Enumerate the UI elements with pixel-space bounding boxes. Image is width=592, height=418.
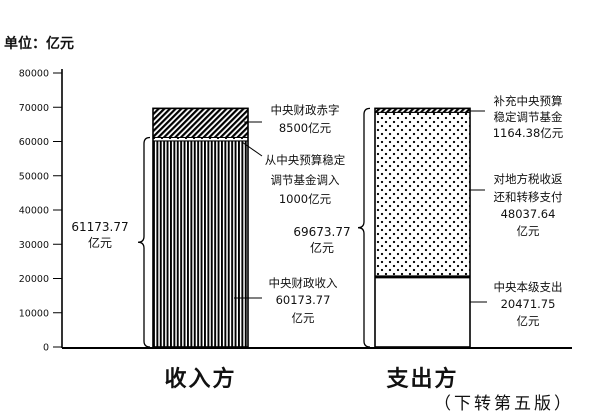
bar-segment <box>374 276 471 348</box>
continuation-note: （下转第五版） <box>434 394 574 414</box>
segment-label: 调节基金调入 <box>271 173 340 187</box>
bar-outline <box>152 107 249 348</box>
y-tick-label: 0 <box>43 343 49 354</box>
leader-line <box>241 141 263 157</box>
category-label: 收入方 <box>164 366 236 392</box>
total-brace <box>137 136 151 348</box>
y-tick-label: 60000 <box>19 137 49 148</box>
segment-label: 48037.64 <box>501 207 556 221</box>
segment-label: 中央本级支出 <box>494 280 563 294</box>
total-label: 61173.77 <box>71 220 128 234</box>
segment-label: 稳定调节基金 <box>494 110 563 124</box>
segment-label: 亿元 <box>517 314 540 328</box>
y-tick-label: 10000 <box>19 308 49 319</box>
bar-segment <box>152 107 249 138</box>
segment-label: 20471.75 <box>501 297 556 311</box>
bar-segment <box>152 136 249 142</box>
total-brace <box>357 107 371 348</box>
y-tick-label: 30000 <box>19 240 49 251</box>
segment-label: 60173.77 <box>276 293 331 307</box>
total-label: 69673.77 <box>293 225 350 239</box>
y-tick-label: 70000 <box>19 103 49 114</box>
y-tick-label: 50000 <box>19 171 49 182</box>
segment-label: 中央财政赤字 <box>271 103 340 117</box>
segment-label: 1164.38亿元 <box>493 126 564 140</box>
segment-label: 还和转移支付 <box>494 190 563 204</box>
bar-segment <box>152 140 249 348</box>
y-axis-unit-label: 单位：亿元 <box>4 35 74 52</box>
total-label: 亿元 <box>310 240 334 255</box>
bar-segment <box>374 111 471 278</box>
segment-label: 从中央预算稳定 <box>265 153 346 167</box>
segment-label: 1000亿元 <box>279 192 332 206</box>
segment-label: 对地方税收返 <box>494 172 563 186</box>
category-label: 支出方 <box>386 366 458 392</box>
segment-label: 亿元 <box>517 224 540 238</box>
segment-label: 亿元 <box>292 311 315 325</box>
segment-label: 8500亿元 <box>279 121 332 135</box>
y-tick-label: 40000 <box>19 206 49 217</box>
y-tick-label: 80000 <box>19 69 49 80</box>
segment-label: 补充中央预算 <box>494 94 563 108</box>
segment-label: 中央财政收入 <box>269 276 338 290</box>
total-label: 亿元 <box>88 235 112 250</box>
bar-outline <box>374 107 471 348</box>
y-tick-label: 20000 <box>19 274 49 285</box>
